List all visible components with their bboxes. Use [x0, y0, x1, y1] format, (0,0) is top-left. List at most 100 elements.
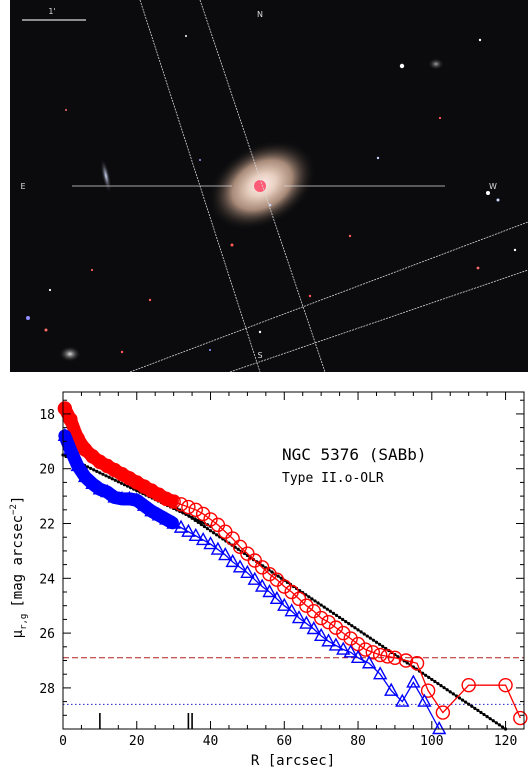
r-data-point	[420, 683, 436, 698]
g-data-point	[122, 490, 137, 505]
g-data-point	[291, 610, 307, 624]
r-data-point	[129, 475, 144, 490]
fit-point	[341, 617, 345, 622]
r-data-point	[188, 502, 203, 518]
fit-point	[113, 478, 117, 482]
g-data-point	[85, 475, 100, 489]
fit-point	[298, 588, 302, 593]
fit-point	[325, 607, 329, 611]
fit-point	[365, 634, 369, 638]
fit-point	[279, 576, 283, 580]
g-data-point	[195, 531, 211, 546]
fit-point	[211, 531, 216, 535]
g-data-point	[100, 484, 115, 498]
profile-chart: 0 20 40 60 80 100 120 18 20 22 24 26 28 NGC 5376 (SA…	[9, 391, 528, 769]
galaxy-image: 1' N S E W	[20, 0, 528, 372]
y-tick-label: 22	[39, 518, 55, 533]
scale-bar-label: 1'	[48, 7, 55, 16]
x-tick-label: 0	[59, 734, 67, 749]
g-data-point	[232, 559, 248, 573]
g-data-point	[343, 644, 358, 658]
r-data-point	[181, 499, 196, 515]
fit-point	[396, 655, 400, 659]
g-data-point	[321, 633, 336, 647]
fit-point	[424, 673, 428, 677]
series-line	[64, 408, 521, 719]
g-data-point	[269, 590, 285, 605]
g-data-point	[70, 458, 85, 472]
g-data-point	[350, 649, 366, 663]
slit-overlay	[72, 0, 528, 372]
fit-point	[482, 712, 486, 717]
galaxy-image-panel: 1' N S E W	[10, 0, 528, 372]
limit-lines-layer	[63, 657, 524, 705]
g-data-point	[372, 666, 388, 680]
r-data-point	[372, 647, 388, 663]
g-data-point	[336, 641, 351, 655]
fit-point	[433, 679, 437, 684]
fit-point	[347, 622, 351, 626]
r-data-point	[398, 653, 414, 668]
r-data-point	[409, 656, 425, 671]
r-data-point	[435, 705, 451, 720]
fit-point	[464, 700, 468, 704]
compass-west: W	[489, 182, 497, 191]
g-data-point	[406, 674, 421, 688]
g-data-point	[247, 571, 262, 585]
data-points-layer	[57, 401, 528, 735]
fit-point	[344, 619, 348, 624]
fit-point	[107, 475, 111, 479]
fit-point	[384, 646, 388, 651]
g-data-point	[136, 497, 152, 511]
fit-point	[236, 547, 240, 551]
g-data-point	[262, 584, 277, 598]
g-data-point	[277, 597, 292, 611]
fit-point	[319, 603, 323, 607]
r-data-point	[136, 479, 152, 494]
y-tick-label: 24	[39, 572, 55, 587]
g-data-point	[328, 637, 344, 651]
r-data-point	[122, 471, 137, 486]
fit-point	[270, 570, 274, 574]
r-data-point	[195, 506, 211, 522]
fit-point	[457, 696, 462, 700]
fit-point	[322, 605, 326, 609]
g-data-point	[240, 564, 255, 579]
r-data-point	[166, 494, 181, 509]
fit-point	[205, 527, 210, 531]
fit-point	[119, 481, 123, 485]
x-tick-label: 100	[420, 734, 443, 749]
g-data-point	[361, 655, 377, 669]
fit-point	[445, 688, 449, 692]
g-data-point	[159, 511, 174, 525]
fit-point	[470, 704, 474, 708]
r-data-point	[203, 512, 218, 527]
r-data-point	[461, 677, 476, 693]
r-data-point	[277, 579, 292, 594]
fit-point	[371, 638, 376, 642]
fit-point	[187, 514, 191, 518]
g-data-point	[166, 515, 181, 529]
fit-point	[451, 692, 455, 696]
fit-point	[89, 466, 93, 470]
r-data-point	[100, 458, 115, 474]
fit-point	[476, 708, 480, 713]
r-band-series	[57, 401, 528, 726]
r-data-point	[159, 491, 174, 507]
r-data-point	[92, 454, 108, 470]
g-data-point	[218, 547, 233, 561]
fit-point	[116, 480, 120, 484]
fit-point	[485, 715, 489, 719]
y-tick-label: 26	[39, 627, 55, 642]
g-data-point	[384, 682, 399, 696]
fit-point	[215, 533, 219, 537]
fit-point	[473, 706, 477, 710]
g-data-point	[431, 721, 447, 735]
r-data-point	[321, 614, 336, 630]
fit-point	[104, 474, 108, 478]
r-data-point	[336, 625, 351, 641]
fit-point	[310, 597, 314, 601]
g-data-point	[306, 621, 321, 635]
g-data-point	[284, 603, 299, 617]
series-line	[64, 435, 440, 730]
